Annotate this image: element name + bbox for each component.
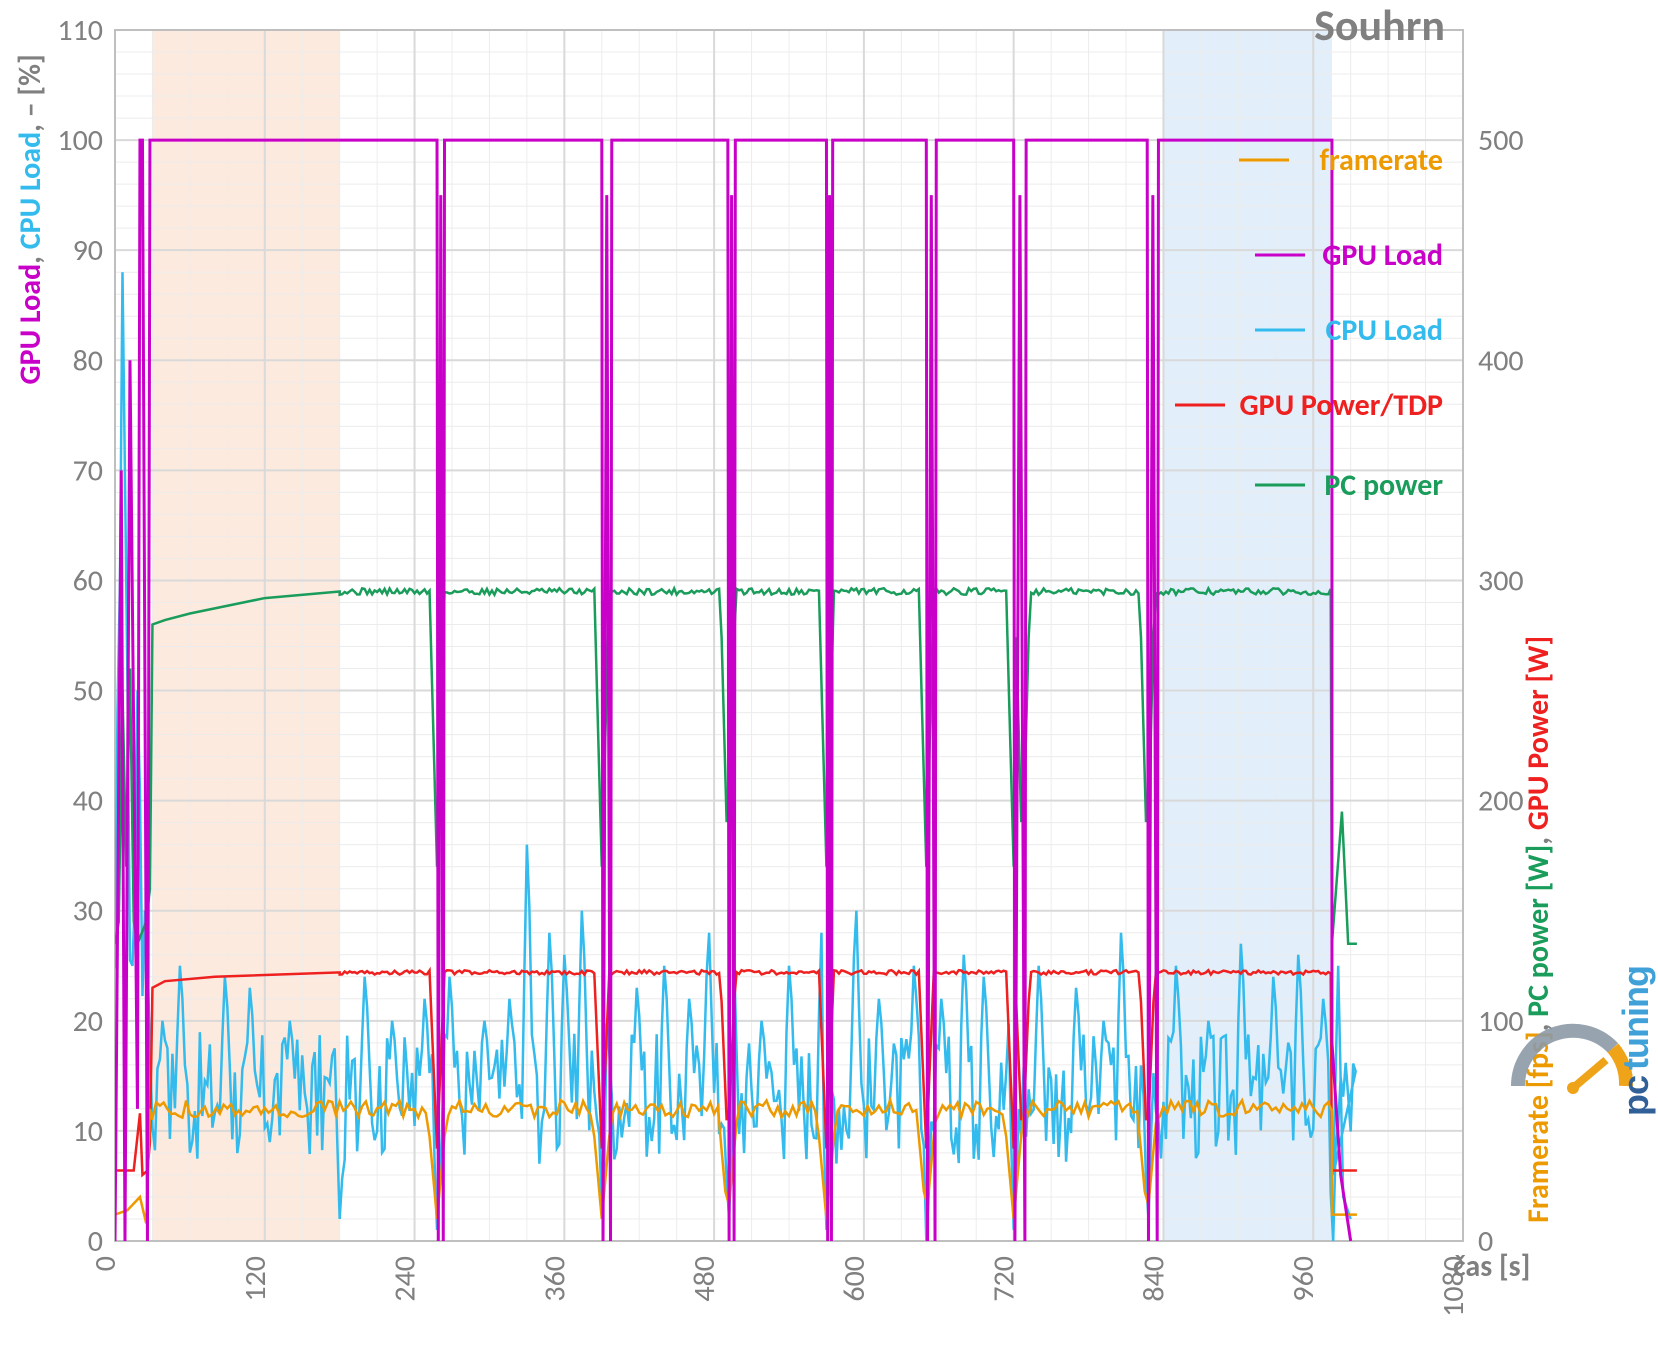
x-tick: 0 — [87, 1256, 124, 1271]
y-left-tick: 70 — [73, 452, 103, 489]
x-tick: 600 — [836, 1256, 873, 1302]
legend-label: GPU Power/TDP — [1239, 387, 1443, 424]
chart-svg: framerate GPU Load CPU Load GPU Power/TDP PC… — [0, 0, 1658, 1361]
x-tick: 840 — [1135, 1256, 1172, 1302]
x-tick: 120 — [237, 1256, 274, 1302]
y-left-title: GPU Load, CPU Load, – [%] — [12, 54, 49, 384]
y-right-tick: 200 — [1478, 783, 1524, 820]
legend-label: CPU Load — [1326, 312, 1443, 349]
chart-container: framerate GPU Load CPU Load GPU Power/TDP PC… — [0, 0, 1658, 1361]
x-tick: 960 — [1285, 1256, 1322, 1302]
x-tick: 720 — [986, 1256, 1023, 1302]
svg-text:Framerate [fps], PC power [W],: Framerate [fps], PC power [W], GPU Power… — [1520, 636, 1557, 1223]
svg-text:pctuning: pctuning — [1615, 966, 1656, 1116]
legend-label: GPU Load — [1322, 237, 1443, 274]
y-left-tick: 100 — [57, 122, 103, 159]
y-left-tick: 60 — [73, 562, 103, 599]
y-left-tick: 90 — [73, 232, 103, 269]
y-right-tick: 300 — [1478, 562, 1524, 599]
y-left-tick: 40 — [73, 783, 103, 820]
y-left-tick: 10 — [73, 1113, 103, 1150]
x-tick: 360 — [536, 1256, 573, 1302]
y-left-tick: 50 — [73, 673, 103, 710]
y-right-title: Framerate [fps], PC power [W], GPU Power… — [1520, 636, 1557, 1223]
y-left-tick: 0 — [88, 1223, 103, 1260]
y-left-tick: 30 — [73, 893, 103, 930]
y-right-tick: 400 — [1478, 342, 1524, 379]
x-tick: 240 — [387, 1256, 424, 1302]
legend-label: PC power — [1324, 467, 1443, 504]
shaded-region — [1163, 30, 1332, 1241]
chart-title: Souhrn — [1314, 0, 1445, 52]
x-axis-title: čas [s] — [1453, 1248, 1530, 1285]
x-tick: 480 — [686, 1256, 723, 1302]
y-left-tick: 110 — [57, 12, 103, 49]
shaded-region — [152, 30, 339, 1241]
svg-text:GPU Load, CPU Load, – [%]: GPU Load, CPU Load, – [%] — [12, 54, 49, 384]
legend-label: framerate — [1320, 142, 1444, 179]
y-left-tick: 80 — [73, 342, 103, 379]
y-right-tick: 100 — [1478, 1003, 1524, 1040]
y-left-tick: 20 — [73, 1003, 103, 1040]
y-right-tick: 500 — [1478, 122, 1524, 159]
